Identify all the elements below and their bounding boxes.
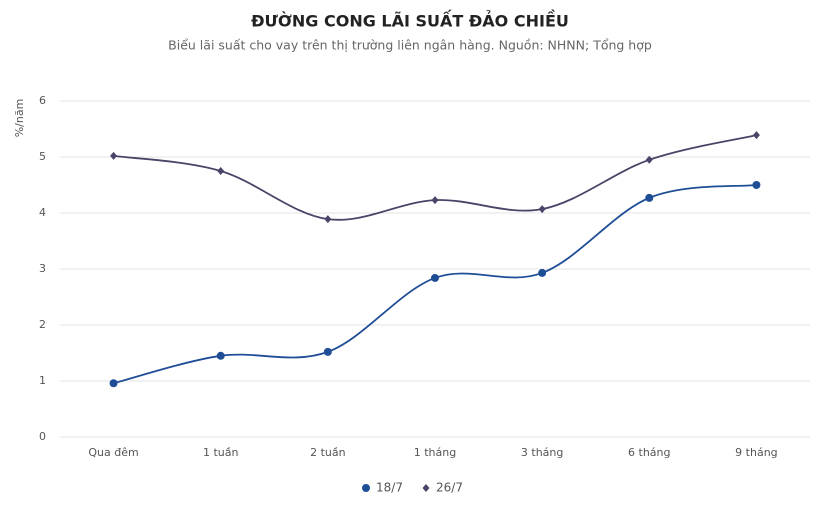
- y-tick-label: 6: [39, 94, 46, 107]
- x-tick-label: 6 tháng: [628, 446, 670, 459]
- x-tick-label: 1 tuần: [203, 446, 239, 459]
- y-tick-label: 4: [39, 206, 46, 219]
- y-tick-label: 1: [39, 374, 46, 387]
- chart-subtitle: Biểu lãi suất cho vay trên thị trường li…: [168, 38, 652, 53]
- point: [324, 215, 332, 224]
- point: [752, 131, 760, 140]
- legend-label: 26/7: [436, 481, 463, 495]
- y-tick-label: 0: [39, 430, 46, 443]
- point: [538, 268, 547, 277]
- point: [752, 181, 761, 189]
- legend-marker: [422, 484, 430, 492]
- chart-title: ĐƯỜNG CONG LÃI SUẤT ĐẢO CHIỀU: [251, 10, 569, 31]
- point: [645, 193, 654, 202]
- x-tick-label: 9 tháng: [735, 446, 777, 459]
- point: [217, 167, 225, 175]
- point: [323, 347, 332, 356]
- point: [216, 351, 225, 360]
- point: [110, 151, 118, 160]
- point: [538, 205, 546, 214]
- point: [431, 273, 439, 282]
- point: [645, 155, 653, 164]
- y-tick-label: 2: [39, 318, 46, 331]
- legend-marker: [362, 484, 370, 492]
- line: [113, 134, 757, 221]
- y-tick-label: 3: [39, 262, 46, 275]
- point: [431, 196, 439, 205]
- x-tick-label: 2 tuần: [310, 446, 346, 459]
- legend-label: 18/7: [376, 481, 403, 495]
- y-tick-label: 5: [39, 150, 46, 163]
- y-axis-label: %/năm: [13, 99, 26, 138]
- x-tick-label: 3 tháng: [521, 446, 563, 459]
- x-tick-label: Qua đêm: [88, 446, 138, 459]
- point: [109, 379, 118, 388]
- line: [113, 184, 757, 385]
- x-tick-label: 1 tháng: [414, 446, 456, 459]
